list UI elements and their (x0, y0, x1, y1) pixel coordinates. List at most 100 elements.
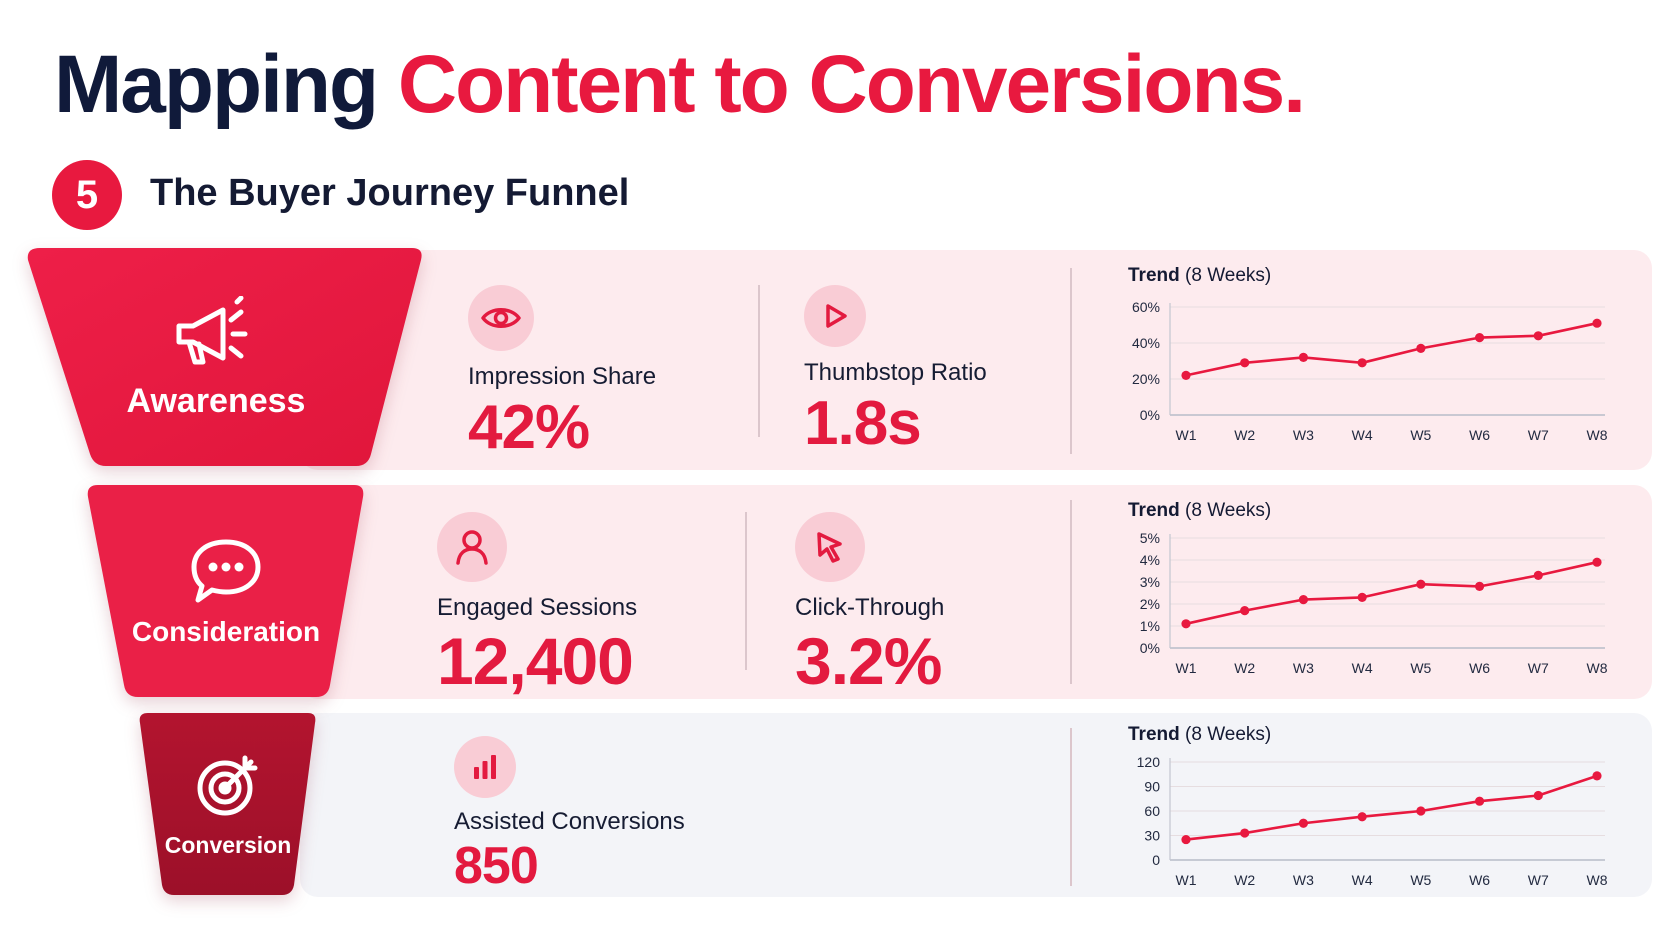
y-tick-label: 20% (1132, 371, 1160, 387)
x-tick-label: W4 (1352, 660, 1373, 676)
metric-label: Engaged Sessions (437, 594, 638, 621)
trend-chart-plot: 0 30 60 90 120 W1 W2 W3 W4 W5 W6 W7 W8 (1137, 754, 1608, 888)
x-tick-label: W8 (1587, 427, 1608, 443)
metric-value: 42% (468, 393, 590, 462)
page-title: Mapping Content to Conversions. (54, 39, 1306, 130)
data-point (1240, 828, 1250, 838)
data-point (1592, 557, 1602, 567)
funnel-shape-conversion (139, 713, 316, 895)
data-point (1240, 358, 1250, 368)
data-point (1474, 581, 1485, 591)
data-point (1298, 352, 1309, 362)
metric-label: Click-Through (795, 594, 945, 621)
x-tick-label: W3 (1293, 427, 1314, 443)
x-tick-label: W2 (1234, 660, 1255, 676)
y-tick-label: 90 (1144, 779, 1160, 795)
y-tick-label: 5% (1140, 530, 1160, 546)
y-tick-label: 0% (1140, 407, 1160, 423)
x-tick-label: W6 (1469, 427, 1490, 443)
bar-chart-icon (454, 736, 516, 798)
metric-label: Impression Share (468, 363, 657, 390)
section-subtitle: The Buyer Journey Funnel (150, 172, 630, 214)
x-tick-label: W2 (1234, 872, 1255, 888)
metric-engaged-sessions: Engaged Sessions 12,400 (437, 512, 637, 694)
data-point (1181, 619, 1191, 629)
step-number-badge: 5 (52, 160, 122, 230)
data-point (1240, 606, 1250, 616)
funnel-stage-conversion: Conversion (138, 713, 318, 897)
metric-click-through: Click-Through 3.2% (795, 512, 944, 694)
x-tick-label: W4 (1352, 872, 1373, 888)
y-tick-label: 1% (1140, 618, 1160, 634)
metric-value: 850 (454, 837, 539, 895)
data-point (1533, 331, 1543, 341)
user-icon (437, 512, 507, 582)
chart-divider (1070, 728, 1072, 886)
metric-value: 1.8s (804, 389, 922, 458)
y-tick-label: 4% (1140, 552, 1160, 568)
y-tick-label: 120 (1137, 754, 1161, 770)
trend-chart-plot: 0% 20% 40% 60% W1 W2 W3 W4 W5 W6 W7 W8 (1132, 299, 1608, 443)
play-icon (804, 285, 866, 347)
chart-title: Trend (8 Weeks) (1128, 265, 1272, 286)
x-tick-label: W6 (1469, 660, 1490, 676)
data-point (1298, 595, 1309, 605)
title-part-1: Mapping (54, 39, 379, 130)
data-point (1533, 790, 1543, 801)
data-point (1533, 570, 1543, 580)
series-line (1185, 321, 1598, 377)
metric-divider (758, 285, 760, 437)
megaphone-icon (176, 295, 248, 364)
stage-label-awareness: Awareness (126, 381, 306, 420)
data-point (1181, 834, 1191, 845)
x-tick-label: W3 (1293, 872, 1314, 888)
x-tick-label: W6 (1469, 872, 1490, 888)
title-part-2: Content to Conversions. (397, 39, 1306, 130)
chart-divider (1070, 268, 1072, 454)
y-tick-label: 3% (1140, 574, 1160, 590)
x-tick-label: W7 (1528, 427, 1549, 443)
target-icon (197, 755, 258, 815)
y-tick-label: 60 (1144, 803, 1160, 819)
data-point (1298, 818, 1309, 828)
trend-chart-consideration: Trend (8 Weeks) 0% 1% 2% 3% 4% 5% W1 W2 W3 W4 W5 W6… (1110, 500, 1620, 700)
metric-label: Thumbstop Ratio (804, 359, 987, 386)
x-tick-label: W1 (1176, 872, 1197, 888)
y-tick-label: 2% (1140, 596, 1160, 612)
x-tick-label: W8 (1587, 660, 1608, 676)
funnel-stage-awareness: Awareness (26, 248, 426, 468)
data-point (1357, 592, 1367, 602)
chart-title: Trend (8 Weeks) (1128, 500, 1272, 521)
series-line (1185, 560, 1598, 626)
metric-divider (745, 512, 747, 670)
y-tick-label: 0% (1140, 640, 1160, 656)
x-tick-label: W2 (1234, 427, 1255, 443)
x-tick-label: W5 (1410, 872, 1431, 888)
chat-bubble-icon (191, 539, 261, 603)
data-point (1592, 318, 1602, 328)
data-point (1416, 806, 1426, 816)
y-tick-label: 0 (1152, 852, 1160, 868)
chart-divider (1070, 500, 1072, 684)
data-point (1357, 358, 1367, 368)
x-tick-label: W5 (1410, 427, 1431, 443)
y-tick-label: 30 (1144, 828, 1160, 844)
data-point (1416, 343, 1426, 353)
series-line (1185, 774, 1598, 841)
data-point (1474, 333, 1485, 343)
x-tick-label: W7 (1528, 872, 1549, 888)
x-tick-label: W4 (1352, 427, 1373, 443)
x-tick-label: W5 (1410, 660, 1431, 676)
y-tick-label: 60% (1132, 299, 1160, 315)
x-tick-label: W1 (1176, 427, 1197, 443)
funnel-stage-consideration: Consideration (86, 485, 366, 699)
x-tick-label: W7 (1528, 660, 1549, 676)
x-tick-label: W3 (1293, 660, 1314, 676)
data-point (1357, 812, 1367, 822)
y-tick-label: 40% (1132, 335, 1160, 351)
data-point (1181, 370, 1191, 380)
eye-icon (468, 285, 534, 351)
consideration-panel (300, 485, 1652, 699)
metric-value: 3.2% (795, 624, 942, 698)
metric-label: Assisted Conversions (454, 808, 685, 835)
